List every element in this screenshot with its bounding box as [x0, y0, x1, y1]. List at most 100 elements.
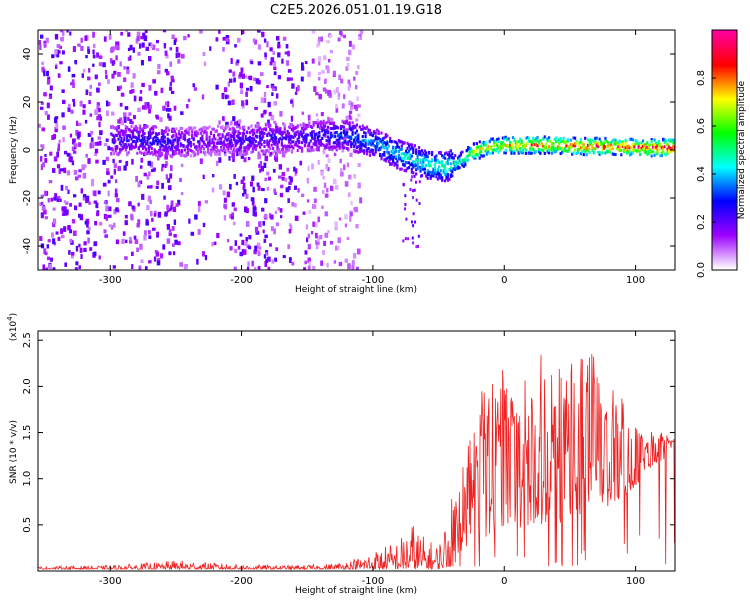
spectrogram-cell: [312, 204, 317, 210]
spectrogram-cell: [412, 241, 415, 245]
spectrogram-cell: [601, 145, 604, 149]
spectrogram-cell: [657, 141, 660, 145]
spectrogram-cell: [40, 101, 44, 105]
spectrogram-cell: [307, 165, 310, 172]
spectrogram-cell: [367, 128, 370, 132]
spectrogram-cell: [345, 66, 349, 71]
spectrogram-cell: [368, 153, 372, 157]
spectrogram-cell: [202, 151, 205, 155]
spectrogram-cell: [620, 143, 623, 147]
spectrogram-cell: [436, 170, 439, 174]
colorbar-segment: [712, 84, 737, 87]
spectrogram-cell: [226, 142, 231, 148]
spectrogram-cell: [69, 31, 72, 36]
spectrogram-cell: [552, 149, 555, 153]
spectrogram-cell: [630, 150, 633, 154]
spectrogram-cell: [264, 123, 268, 127]
spectrogram-cell: [417, 146, 421, 150]
spectrogram-cell: [302, 136, 305, 140]
spectrogram-cell: [289, 145, 292, 149]
spectrogram-cell: [614, 140, 617, 144]
spectrogram-cell: [588, 147, 591, 151]
spectrogram-cell: [656, 148, 659, 152]
spectrogram-cell: [402, 163, 405, 167]
spectrogram-cell: [536, 139, 539, 143]
spectrogram-cell: [315, 243, 319, 250]
spectrogram-cell: [239, 82, 244, 89]
spectrogram-cell: [332, 141, 335, 145]
spectrogram-cell: [179, 153, 182, 157]
spectrogram-cell: [331, 145, 334, 149]
spectrogram-cell: [289, 141, 292, 145]
spectrogram-cell: [230, 135, 233, 139]
spectrogram-cell: [71, 73, 76, 78]
spectrogram-cell: [396, 159, 399, 163]
colorbar-tick-label: 0.2: [696, 214, 707, 230]
spectrogram-cell: [356, 248, 361, 255]
spectrogram-cell: [251, 175, 255, 181]
spectrogram-cell: [238, 152, 242, 156]
spectrogram-cell: [178, 137, 181, 141]
spectrogram-cell: [241, 134, 244, 138]
spectrogram-cell: [270, 134, 273, 138]
spectrogram-cell: [617, 143, 620, 147]
spectrogram-cell: [273, 142, 276, 146]
spectrogram-cell: [162, 140, 165, 144]
spectrogram-cell: [339, 134, 343, 138]
spectrogram-cell: [211, 187, 215, 193]
spectrogram-cell: [367, 147, 370, 151]
spectrogram-cell: [348, 136, 351, 140]
spectrogram-cell: [495, 138, 499, 142]
spectrogram-cell: [209, 152, 213, 156]
spectrogram-cell: [253, 249, 257, 255]
spectrogram-cell: [391, 151, 395, 155]
spectrogram-cell: [443, 172, 447, 176]
spectrogram-cell: [212, 174, 215, 178]
spectrogram-cell: [249, 181, 254, 187]
spectrogram-cell: [163, 130, 166, 134]
spectrogram-cell: [459, 161, 463, 165]
spectrogram-cell: [92, 49, 95, 55]
snr-y-ticks: 0.51.01.52.02.5: [22, 332, 675, 533]
spectrogram-cell: [467, 147, 470, 151]
spectrogram-cell: [461, 150, 464, 154]
spectrogram-cell: [315, 239, 319, 245]
spectrogram-cell: [287, 138, 291, 142]
spectrogram-cell: [345, 132, 348, 136]
spectrogram-cell: [109, 58, 113, 64]
spectrogram-cell: [435, 160, 438, 164]
spectrogram-cell: [631, 138, 634, 142]
spectrogram-cell: [241, 135, 244, 139]
spectrogram-cell: [618, 139, 621, 143]
spectrogram-cell: [51, 135, 55, 141]
spectrogram-cell: [511, 136, 515, 140]
spectrogram-cell: [497, 140, 500, 144]
spectrogram-cell: [337, 134, 340, 138]
spectrogram-cell: [646, 152, 649, 156]
spectrogram-cell: [41, 205, 45, 211]
spectrogram-cell: [521, 144, 525, 148]
spectrogram-cell: [288, 229, 292, 234]
spectrogram-cell: [140, 128, 143, 132]
spectrogram-cell: [114, 179, 118, 184]
spectrogram-cell: [234, 240, 237, 246]
spectrogram-cell: [134, 144, 137, 148]
spectrogram-cell: [156, 132, 159, 136]
spectrogram-cell: [237, 139, 240, 143]
spectrogram-cell: [259, 130, 262, 134]
spectrogram-cell: [129, 55, 132, 61]
spectrogram-cell: [165, 128, 168, 132]
spectrogram-cell: [74, 267, 78, 270]
spectrogram-cell: [223, 150, 227, 156]
spectrogram-cell: [295, 143, 298, 147]
spectrogram-cell: [186, 138, 190, 142]
spectrogram-cell: [267, 131, 270, 135]
spectrogram-cell: [240, 137, 243, 141]
spectrogram-cell: [374, 137, 377, 141]
spectrogram-cell: [340, 33, 344, 37]
spectrogram-cell: [257, 123, 260, 127]
spectrogram-cell: [208, 135, 211, 139]
spectrogram-cell: [534, 150, 538, 154]
spectrogram-cell: [329, 240, 334, 245]
spectrogram-cell: [199, 147, 203, 151]
